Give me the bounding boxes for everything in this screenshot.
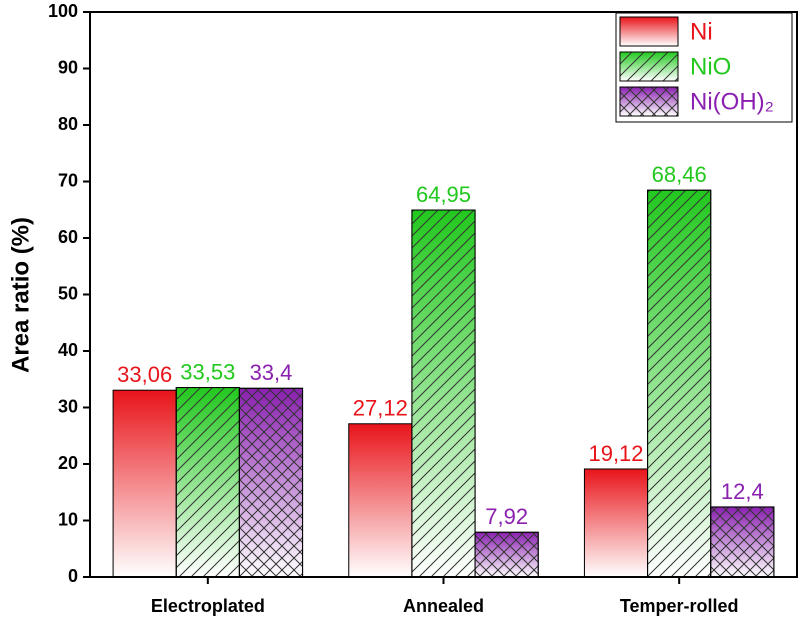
y-tick-label: 60 bbox=[58, 227, 78, 247]
bar-hatch bbox=[411, 209, 476, 578]
bar bbox=[112, 389, 177, 578]
x-tick-label: Electroplated bbox=[151, 596, 265, 616]
y-tick-label: 20 bbox=[58, 453, 78, 473]
legend-label: NiO bbox=[690, 53, 731, 80]
y-tick-label: 100 bbox=[48, 1, 78, 21]
legend-swatch bbox=[619, 16, 679, 47]
y-tick-label: 90 bbox=[58, 57, 78, 77]
value-label: 7,92 bbox=[485, 504, 528, 529]
value-label: 19,12 bbox=[588, 441, 643, 466]
y-tick-label: 10 bbox=[58, 509, 78, 529]
bar-hatch bbox=[710, 506, 775, 578]
y-tick-label: 0 bbox=[68, 566, 78, 586]
bar-hatch bbox=[238, 387, 304, 578]
y-tick-label: 80 bbox=[58, 114, 78, 134]
bar-hatch bbox=[647, 189, 712, 578]
x-tick-label: Annealed bbox=[403, 596, 484, 616]
plot-frame bbox=[89, 11, 798, 578]
value-label: 33,53 bbox=[180, 359, 235, 384]
y-tick-label: 70 bbox=[58, 170, 78, 190]
value-label: 33,4 bbox=[250, 360, 293, 385]
bar-hatch bbox=[474, 531, 539, 578]
value-label: 64,95 bbox=[416, 182, 471, 207]
legend-swatch-hatch bbox=[619, 51, 679, 82]
legend-label: Ni(OH)₂ bbox=[690, 88, 774, 115]
y-tick-label: 40 bbox=[58, 340, 78, 360]
y-tick-label: 50 bbox=[58, 283, 78, 303]
bar bbox=[583, 468, 649, 578]
bar-hatch bbox=[175, 387, 240, 578]
y-axis-label: Area ratio (%) bbox=[7, 217, 34, 373]
bar bbox=[348, 423, 413, 578]
x-tick-label: Temper-rolled bbox=[620, 596, 739, 616]
value-label: 27,12 bbox=[353, 396, 408, 421]
value-label: 33,06 bbox=[117, 362, 172, 387]
legend-swatch-hatch bbox=[619, 86, 679, 117]
y-tick-label: 30 bbox=[58, 396, 78, 416]
value-label: 68,46 bbox=[652, 162, 707, 187]
legend-label: Ni bbox=[690, 18, 713, 45]
value-label: 12,4 bbox=[721, 479, 764, 504]
